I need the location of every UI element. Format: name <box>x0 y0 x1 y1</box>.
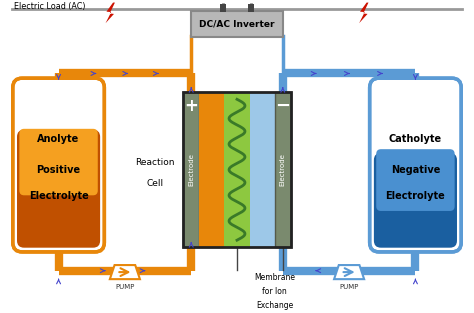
Text: −: − <box>275 97 291 115</box>
Bar <box>274 92 291 247</box>
Bar <box>250 92 274 247</box>
Text: PUMP: PUMP <box>339 284 359 290</box>
Bar <box>224 92 250 247</box>
Text: Electrolyte: Electrolyte <box>29 191 89 201</box>
Text: for Ion: for Ion <box>262 287 287 296</box>
Polygon shape <box>106 3 115 23</box>
FancyBboxPatch shape <box>13 78 104 252</box>
Text: DC/AC Inverter: DC/AC Inverter <box>199 20 275 29</box>
Bar <box>248 4 255 13</box>
FancyBboxPatch shape <box>376 149 455 211</box>
Polygon shape <box>334 265 364 279</box>
Text: Electrolyte: Electrolyte <box>385 191 445 201</box>
Text: +: + <box>184 97 198 115</box>
Text: PUMP: PUMP <box>115 284 135 290</box>
Bar <box>200 92 224 247</box>
FancyBboxPatch shape <box>191 11 283 37</box>
Text: Electric Load (AC): Electric Load (AC) <box>14 2 85 11</box>
Polygon shape <box>110 265 140 279</box>
Text: Exchange: Exchange <box>256 301 293 310</box>
Text: Negative: Negative <box>391 165 440 175</box>
Bar <box>183 92 200 247</box>
Text: Electrode: Electrode <box>188 153 194 186</box>
FancyBboxPatch shape <box>19 129 98 195</box>
Text: Anolyte: Anolyte <box>37 134 80 144</box>
Text: Reaction: Reaction <box>135 158 174 167</box>
Text: Positive: Positive <box>36 165 81 175</box>
Text: Catholyte: Catholyte <box>389 134 442 144</box>
Bar <box>183 92 291 247</box>
Bar <box>219 4 226 13</box>
FancyBboxPatch shape <box>370 78 461 252</box>
FancyBboxPatch shape <box>17 130 100 248</box>
Text: Electrode: Electrode <box>280 153 286 186</box>
FancyBboxPatch shape <box>374 153 457 248</box>
Polygon shape <box>359 3 368 23</box>
Text: Membrane: Membrane <box>254 273 295 282</box>
Text: Cell: Cell <box>146 179 164 188</box>
